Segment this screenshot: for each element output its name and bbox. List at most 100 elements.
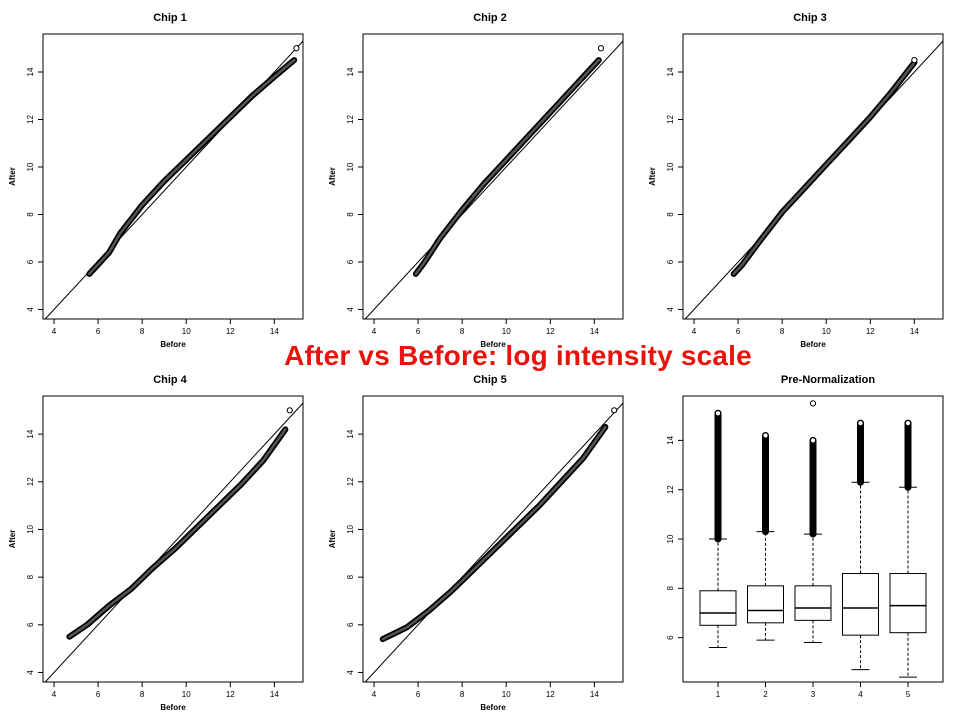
box <box>699 590 737 626</box>
y-tick-label: 12 <box>666 115 675 124</box>
outlier-point <box>809 437 817 444</box>
y-tick-label: 10 <box>666 534 675 543</box>
outlier-point <box>293 45 300 52</box>
x-tick-label: 8 <box>140 327 145 336</box>
x-tick-label: 6 <box>416 690 421 699</box>
y-axis-label: After <box>648 167 657 186</box>
chart-title: Pre-Normalization <box>781 374 875 386</box>
qq-points-band <box>66 426 289 640</box>
y-tick-label: 6 <box>346 259 355 264</box>
y-tick-label: 8 <box>346 574 355 579</box>
y-tick-label: 8 <box>26 574 35 579</box>
y-tick-label: 6 <box>666 259 675 264</box>
reference-line <box>44 402 303 682</box>
qq-points-core <box>414 58 601 276</box>
y-tick-label: 10 <box>346 162 355 171</box>
outlier-point <box>714 410 722 417</box>
x-tick-label: 6 <box>416 327 421 336</box>
y-tick-label: 10 <box>26 162 35 171</box>
x-tick-label: 4 <box>858 690 863 699</box>
y-tick-label: 6 <box>666 635 675 640</box>
x-tick-label: 14 <box>910 327 919 336</box>
outlier-point <box>857 420 864 427</box>
x-tick-label: 10 <box>502 327 511 336</box>
outlier-point <box>286 407 293 414</box>
qq-points-band <box>86 57 298 277</box>
chart-panel-4: Chip 4 Before After 4 6 8 10 12 14 4 6 8 10 12 14 <box>8 374 304 712</box>
reference-line <box>364 40 623 319</box>
plot-frame <box>42 395 304 683</box>
overlay-title: After vs Before: log intensity scale <box>284 340 752 371</box>
y-tick-label: 6 <box>26 259 35 264</box>
qq-points-core <box>68 428 287 638</box>
outlier-point <box>911 57 918 64</box>
plot-frame <box>362 395 624 683</box>
y-tick-label: 4 <box>346 307 355 312</box>
y-tick-label: 4 <box>346 670 355 675</box>
y-tick-label: 10 <box>26 524 35 533</box>
outlier-point <box>809 400 817 407</box>
x-tick-label: 3 <box>811 690 816 699</box>
x-tick-label: 12 <box>546 327 555 336</box>
y-tick-label: 14 <box>346 67 355 76</box>
x-tick-label: 6 <box>736 327 741 336</box>
qq-points-core <box>88 58 296 276</box>
chart-panel-1: Chip 1 Before After 4 6 8 10 12 14 4 6 8 10 12 14 <box>8 12 304 349</box>
x-tick-label: 10 <box>822 327 831 336</box>
chart-panel-2: Chip 2 Before After 4 6 8 10 12 14 4 6 8 10 12 14 <box>328 12 624 349</box>
y-tick-label: 8 <box>346 212 355 217</box>
plot-frame <box>362 33 624 320</box>
x-tick-label: 10 <box>182 327 191 336</box>
x-tick-label: 12 <box>226 690 235 699</box>
x-tick-label: 8 <box>460 327 465 336</box>
y-tick-label: 12 <box>666 485 675 494</box>
reference-line <box>364 402 623 682</box>
y-tick-label: 4 <box>666 307 675 312</box>
plot-frame <box>682 33 944 320</box>
x-axis-label: Before <box>160 703 186 712</box>
x-tick-label: 10 <box>182 690 191 699</box>
chart-title: Chip 5 <box>473 374 507 386</box>
qq-points-core <box>732 61 916 276</box>
x-tick-label: 4 <box>52 690 57 699</box>
outlier-point <box>904 420 912 427</box>
y-tick-label: 6 <box>346 622 355 627</box>
x-axis-label: Before <box>480 703 506 712</box>
y-axis-label: After <box>8 530 17 549</box>
y-tick-label: 12 <box>26 477 35 486</box>
box <box>842 573 879 636</box>
outlier-point <box>762 432 769 439</box>
y-axis-label: After <box>328 530 337 549</box>
x-tick-label: 4 <box>372 327 377 336</box>
y-tick-label: 14 <box>26 429 35 438</box>
outlier-point <box>597 45 605 52</box>
x-tick-label: 8 <box>460 690 465 699</box>
x-tick-label: 4 <box>372 690 377 699</box>
y-axis-label: After <box>328 167 337 186</box>
plot-frame <box>42 33 304 320</box>
qq-points-core <box>381 425 607 641</box>
y-tick-label: 4 <box>26 307 35 312</box>
box <box>889 573 927 634</box>
chart-panel-5: Chip 5 Before After 4 6 8 10 12 14 4 6 8 10 12 14 <box>328 374 624 712</box>
chart-title: Chip 2 <box>473 12 507 24</box>
x-axis-label: Before <box>800 340 826 349</box>
chart-title: Chip 1 <box>153 12 187 24</box>
y-tick-label: 14 <box>666 435 675 444</box>
chart-title: Chip 3 <box>793 12 827 24</box>
x-tick-label: 4 <box>692 327 697 336</box>
x-tick-label: 2 <box>763 690 768 699</box>
y-tick-label: 14 <box>26 67 35 76</box>
x-tick-label: 6 <box>96 690 101 699</box>
y-tick-label: 14 <box>666 67 675 76</box>
x-tick-label: 5 <box>906 690 911 699</box>
x-tick-label: 12 <box>866 327 875 336</box>
box <box>794 585 832 621</box>
x-axis-label: Before <box>160 340 186 349</box>
box <box>747 585 784 624</box>
y-tick-label: 4 <box>26 670 35 675</box>
y-tick-label: 8 <box>666 212 675 217</box>
x-tick-label: 4 <box>52 327 57 336</box>
x-tick-label: 14 <box>270 690 279 699</box>
